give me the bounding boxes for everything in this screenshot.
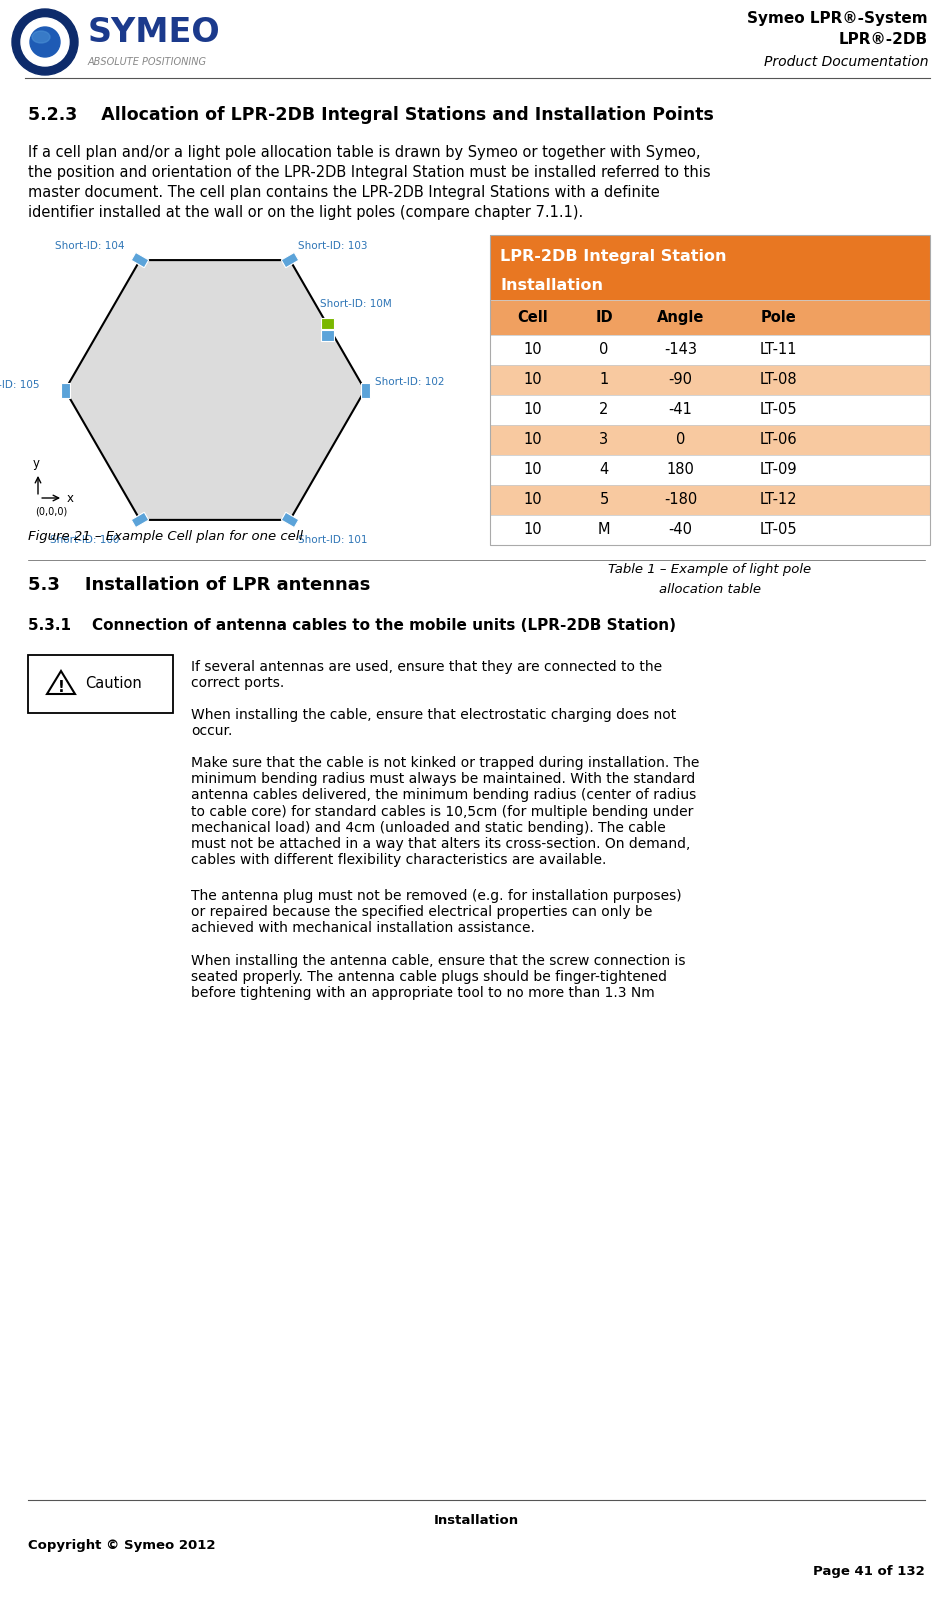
Text: Pole: Pole [760,310,796,324]
Text: SYMEO: SYMEO [88,16,221,48]
Circle shape [35,495,41,502]
Text: Short-ID: 101: Short-ID: 101 [298,535,367,545]
Text: Installation: Installation [434,1513,518,1526]
Bar [320,318,334,329]
Text: Caution: Caution [85,676,142,692]
Text: 0: 0 [599,342,609,358]
Text: Short-ID: 10M: Short-ID: 10M [320,299,391,308]
Text: Cell: Cell [517,310,548,324]
Text: LPR-2DB Integral Station: LPR-2DB Integral Station [500,249,727,265]
Text: master document. The cell plan contains the LPR-2DB Integral Stations with a def: master document. The cell plan contains … [28,185,660,200]
Bar [490,235,930,545]
Text: Page 41 of 132: Page 41 of 132 [813,1566,925,1579]
Polygon shape [281,252,299,268]
Text: If a cell plan and/or a light pole allocation table is drawn by Symeo or togethe: If a cell plan and/or a light pole alloc… [28,145,701,160]
Text: LT-11: LT-11 [759,342,797,358]
Text: Short-ID: 103: Short-ID: 103 [298,241,367,251]
Text: LT-08: LT-08 [759,372,797,387]
Text: Symeo LPR®-System: Symeo LPR®-System [747,11,928,26]
Circle shape [21,18,69,66]
Text: Short-ID: 104: Short-ID: 104 [55,241,125,251]
Text: Short-ID: 100: Short-ID: 100 [50,535,120,545]
Text: Short-ID: 102: Short-ID: 102 [375,377,444,387]
Bar [320,331,334,340]
Text: LT-06: LT-06 [759,433,797,447]
Text: 2: 2 [599,403,609,417]
Text: Table 1 – Example of light pole: Table 1 – Example of light pole [609,562,811,575]
Polygon shape [65,260,365,519]
Bar [490,364,930,395]
Text: 10: 10 [523,433,542,447]
Text: Figure 21 – Example Cell plan for one cell: Figure 21 – Example Cell plan for one ce… [28,531,303,543]
Text: 5.2.3    Allocation of LPR-2DB Integral Stations and Installation Points: 5.2.3 Allocation of LPR-2DB Integral Sta… [28,105,714,125]
Polygon shape [61,382,69,398]
Text: 4: 4 [599,462,609,478]
Bar [490,486,930,515]
Text: !: ! [58,681,65,695]
Ellipse shape [32,30,50,43]
Text: -180: -180 [664,492,697,508]
Text: 0: 0 [676,433,685,447]
Text: 5: 5 [599,492,609,508]
Text: the position and orientation of the LPR-2DB Integral Station must be installed r: the position and orientation of the LPR-… [28,165,710,181]
Text: 10: 10 [523,403,542,417]
Text: 10: 10 [523,492,542,508]
Text: Product Documentation: Product Documentation [764,54,928,69]
Text: 5.3.1    Connection of antenna cables to the mobile units (LPR-2DB Station): 5.3.1 Connection of antenna cables to th… [28,617,676,633]
Text: (0,0,0): (0,0,0) [35,507,68,518]
Text: If several antennas are used, ensure that they are connected to the
correct port: If several antennas are used, ensure tha… [191,660,662,690]
Text: LT-09: LT-09 [759,462,797,478]
Text: x: x [67,492,74,505]
Text: When installing the cable, ensure that electrostatic charging does not
occur.: When installing the cable, ensure that e… [191,708,676,738]
Bar [490,515,930,545]
Text: 5.3    Installation of LPR antennas: 5.3 Installation of LPR antennas [28,575,370,594]
Text: Short-ID: 105: Short-ID: 105 [0,380,40,390]
Text: The antenna plug must not be removed (e.g. for installation purposes)
or repaire: The antenna plug must not be removed (e.… [191,888,682,935]
Text: 10: 10 [523,462,542,478]
Text: When installing the antenna cable, ensure that the screw connection is
seated pr: When installing the antenna cable, ensur… [191,954,686,1000]
Text: LPR®-2DB: LPR®-2DB [839,32,928,48]
Bar [490,425,930,455]
Bar [28,655,173,713]
Circle shape [30,27,60,58]
Text: allocation table: allocation table [659,583,761,596]
Polygon shape [281,513,299,527]
Bar [490,300,930,336]
Text: M: M [598,523,611,537]
Text: Installation: Installation [500,278,603,292]
Text: y: y [32,457,40,470]
Text: Angle: Angle [657,310,704,324]
Text: 3: 3 [599,433,609,447]
Text: -143: -143 [664,342,697,358]
Text: 10: 10 [523,523,542,537]
Text: identifier installed at the wall or on the light poles (compare chapter 7.1.1).: identifier installed at the wall or on t… [28,205,583,221]
Bar [490,336,930,364]
Text: 10: 10 [523,342,542,358]
Text: ABSOLUTE POSITIONING: ABSOLUTE POSITIONING [88,58,207,67]
Text: ID: ID [595,310,612,324]
Circle shape [12,10,78,75]
Bar [490,235,930,300]
Text: Make sure that the cable is not kinked or trapped during installation. The
minim: Make sure that the cable is not kinked o… [191,756,699,868]
Bar [490,455,930,486]
Text: Copyright © Symeo 2012: Copyright © Symeo 2012 [28,1539,216,1552]
Text: 10: 10 [523,372,542,387]
Text: 180: 180 [667,462,694,478]
Text: LT-05: LT-05 [759,523,797,537]
Polygon shape [131,513,148,527]
Polygon shape [360,382,370,398]
Text: -90: -90 [669,372,692,387]
Polygon shape [131,252,148,268]
Text: 1: 1 [599,372,609,387]
Text: LT-12: LT-12 [759,492,797,508]
Bar [490,395,930,425]
Text: -40: -40 [669,523,692,537]
Text: -41: -41 [669,403,692,417]
Text: LT-05: LT-05 [759,403,797,417]
